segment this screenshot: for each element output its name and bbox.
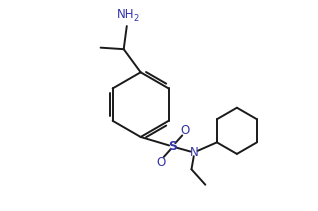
Text: 2: 2 [134,14,139,23]
Text: O: O [180,123,189,137]
Text: S: S [169,140,177,153]
Text: O: O [157,156,166,169]
Text: N: N [190,146,199,159]
Text: NH: NH [117,8,135,22]
